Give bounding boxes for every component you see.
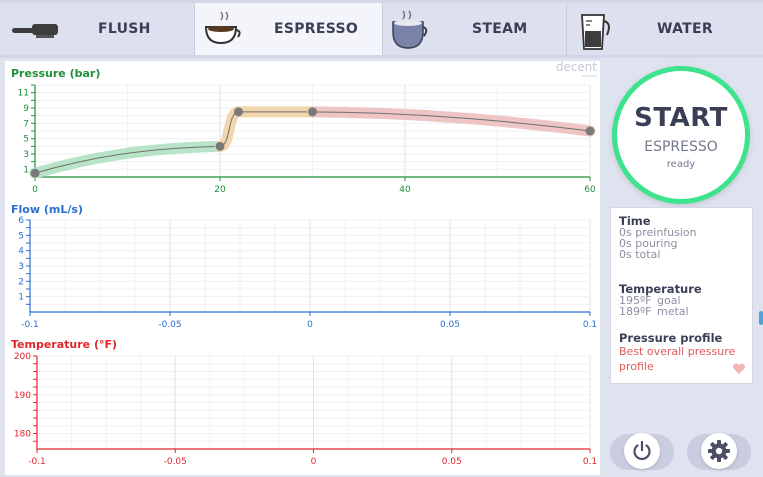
pressure-point[interactable] — [308, 107, 317, 117]
power-button[interactable] — [610, 433, 674, 470]
water-jug-icon — [579, 9, 613, 55]
y-tick-label: 6 — [18, 216, 24, 226]
pressure-point[interactable] — [30, 168, 40, 178]
tab-flush-label: FLUSH — [98, 21, 151, 37]
y-tick-label: 7 — [23, 119, 29, 129]
y-tick-label: 3 — [18, 262, 24, 272]
pressure-chart-title: Pressure (bar) — [11, 67, 100, 80]
scroll-indicator[interactable] — [759, 311, 763, 325]
pressure-profile-line — [34, 145, 221, 174]
start-label: START — [634, 103, 728, 133]
power-button-face — [624, 433, 660, 469]
y-tick-label: 180 — [14, 430, 31, 440]
x-tick-label: -0.05 — [164, 457, 187, 467]
flow-chart: -0.1 -0.05 0 0.05 0.1 1 2 3 4 5 6 — [18, 216, 597, 330]
y-tick-label: 190 — [14, 391, 31, 401]
x-tick-label: -0.1 — [21, 320, 39, 330]
settings-button[interactable] — [687, 433, 751, 470]
x-tick-label: 0.05 — [440, 320, 460, 330]
temperature-goal-value: 195ºF — [619, 294, 652, 307]
start-button[interactable]: START ESPRESSO ready — [612, 66, 750, 204]
pressure-chart: 0 20 40 60 1 3 5 7 9 11 — [18, 84, 596, 195]
y-tick-label: 1 — [18, 293, 24, 303]
tab-espresso-label: ESPRESSO — [274, 21, 359, 37]
y-tick-label: 1 — [23, 165, 29, 175]
profile-heading: Pressure profile — [619, 331, 723, 345]
shot-info-card: Time 0s preinfusion 0s pouring 0s total … — [610, 207, 753, 384]
mode-tab-bar: FLUSH ESPRESSO STEAM — [0, 0, 763, 58]
profile-name[interactable]: Best overall pressure profile — [619, 345, 736, 373]
time-preinfusion: 0s preinfusion — [619, 226, 697, 239]
temperature-chart: -0.1 -0.05 0 0.05 0.1 180 190 200 — [14, 352, 597, 467]
temperature-metal-value: 189ºF — [619, 305, 652, 318]
tab-flush[interactable]: FLUSH — [0, 3, 195, 55]
x-tick-label: 0.1 — [583, 457, 597, 467]
flow-chart-title: Flow (mL/s) — [11, 203, 83, 216]
y-tick-label: 11 — [18, 89, 29, 99]
y-tick-label: 200 — [14, 352, 31, 362]
y-tick-label: 4 — [18, 247, 24, 257]
y-tick-label: 9 — [23, 104, 29, 114]
x-tick-label: 0.05 — [442, 457, 462, 467]
steam-cup-icon — [389, 10, 429, 54]
temperature-heading: Temperature — [619, 282, 702, 296]
x-tick-label: 20 — [214, 185, 226, 195]
y-tick-label: 5 — [23, 135, 29, 145]
settings-button-face — [701, 433, 737, 469]
gear-icon — [707, 439, 731, 467]
pressure-point[interactable] — [585, 126, 595, 136]
y-tick-label: 3 — [23, 150, 29, 160]
x-tick-label: 0 — [32, 185, 38, 195]
tab-water-label: WATER — [657, 21, 713, 37]
decent-logo-sub: espresso — [581, 74, 597, 78]
right-panel: START ESPRESSO ready Time 0s preinfusion… — [603, 58, 763, 477]
pressure-profile-band — [307, 106, 596, 137]
start-status: ready — [666, 159, 696, 170]
temperature-chart-title: Temperature (°F) — [11, 338, 117, 351]
shot-graphs-panel: Pressure (bar) Flow (mL/s) Temperature (… — [5, 61, 600, 475]
time-heading: Time — [619, 214, 651, 228]
tab-espresso[interactable]: ESPRESSO — [195, 3, 383, 55]
pressure-point[interactable] — [234, 107, 243, 117]
x-tick-label: 60 — [584, 185, 596, 195]
y-tick-label: 5 — [18, 231, 24, 241]
heart-icon[interactable] — [732, 363, 746, 377]
x-tick-label: -0.1 — [28, 457, 46, 467]
portafilter-icon — [12, 21, 62, 43]
temperature-goal-label: goal — [657, 294, 681, 307]
tab-water[interactable]: WATER — [567, 3, 763, 55]
temperature-goal: 195ºF goal — [619, 295, 744, 306]
temperature-metal-label: metal — [657, 305, 689, 318]
temperature-metal: 189ºF metal — [619, 306, 744, 317]
start-mode-label: ESPRESSO — [644, 139, 718, 155]
x-tick-label: 0 — [311, 457, 317, 467]
pressure-profile-band — [214, 106, 318, 152]
x-tick-label: 40 — [399, 185, 411, 195]
x-tick-label: 0 — [307, 320, 313, 330]
power-icon — [631, 440, 653, 466]
decent-logo: decent — [556, 61, 598, 74]
time-pouring: 0s pouring — [619, 237, 678, 250]
shot-charts: Pressure (bar) Flow (mL/s) Temperature (… — [11, 61, 598, 467]
time-total: 0s total — [619, 248, 661, 261]
pressure-point[interactable] — [215, 141, 225, 151]
x-tick-label: -0.05 — [158, 320, 181, 330]
tab-steam-label: STEAM — [472, 21, 528, 37]
espresso-cup-icon — [203, 11, 243, 53]
y-tick-label: 2 — [18, 277, 24, 287]
pressure-profile-line — [312, 111, 591, 132]
x-tick-label: 0.1 — [583, 320, 597, 330]
tab-steam[interactable]: STEAM — [383, 3, 567, 55]
